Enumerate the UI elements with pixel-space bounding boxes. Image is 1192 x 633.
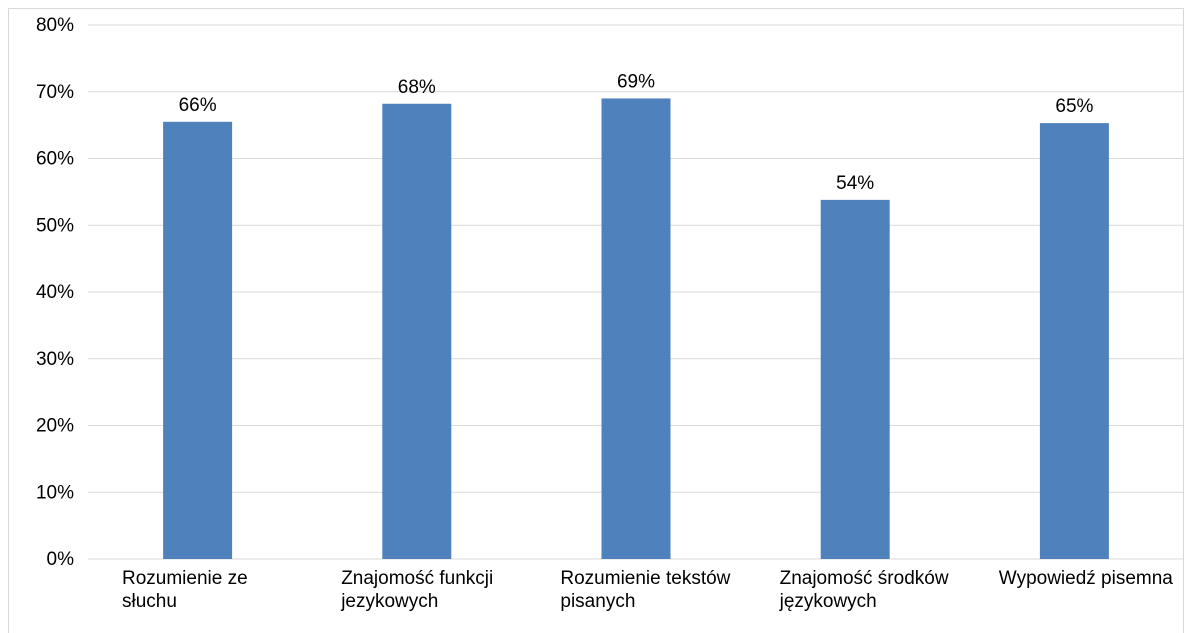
y-tick-label: 80% [36, 15, 74, 36]
bar [382, 103, 452, 559]
chart-frame [8, 8, 1184, 633]
bar [601, 98, 671, 560]
y-tick-label: 0% [47, 549, 75, 570]
x-category-label: Wypowiedź pisemna [999, 568, 1174, 589]
data-label: 68% [398, 77, 436, 98]
x-category-label: jezykowych [340, 591, 438, 612]
x-category-label: słuchu [122, 591, 177, 612]
data-label: 69% [617, 71, 655, 92]
y-tick-label: 70% [36, 82, 74, 103]
y-tick-label: 50% [36, 215, 74, 236]
y-tick-label: 40% [36, 282, 74, 303]
data-label: 66% [179, 95, 217, 116]
x-category-label: Rozumienie ze [122, 568, 248, 589]
x-category-label: Znajomość środków [780, 568, 949, 589]
data-label: 54% [836, 173, 874, 194]
x-category-label: Znajomość funkcji [341, 568, 493, 589]
y-tick-label: 10% [36, 482, 74, 503]
bar [163, 121, 233, 559]
y-tick-label: 30% [36, 349, 74, 370]
x-category-label: Rozumienie tekstów [560, 568, 730, 589]
bar [1039, 123, 1109, 559]
y-tick-label: 60% [36, 149, 74, 170]
x-category-label: pisanych [560, 591, 635, 612]
y-tick-label: 20% [36, 416, 74, 437]
data-label: 65% [1055, 96, 1093, 117]
bar [820, 199, 890, 559]
x-category-label: językowych [779, 591, 877, 612]
